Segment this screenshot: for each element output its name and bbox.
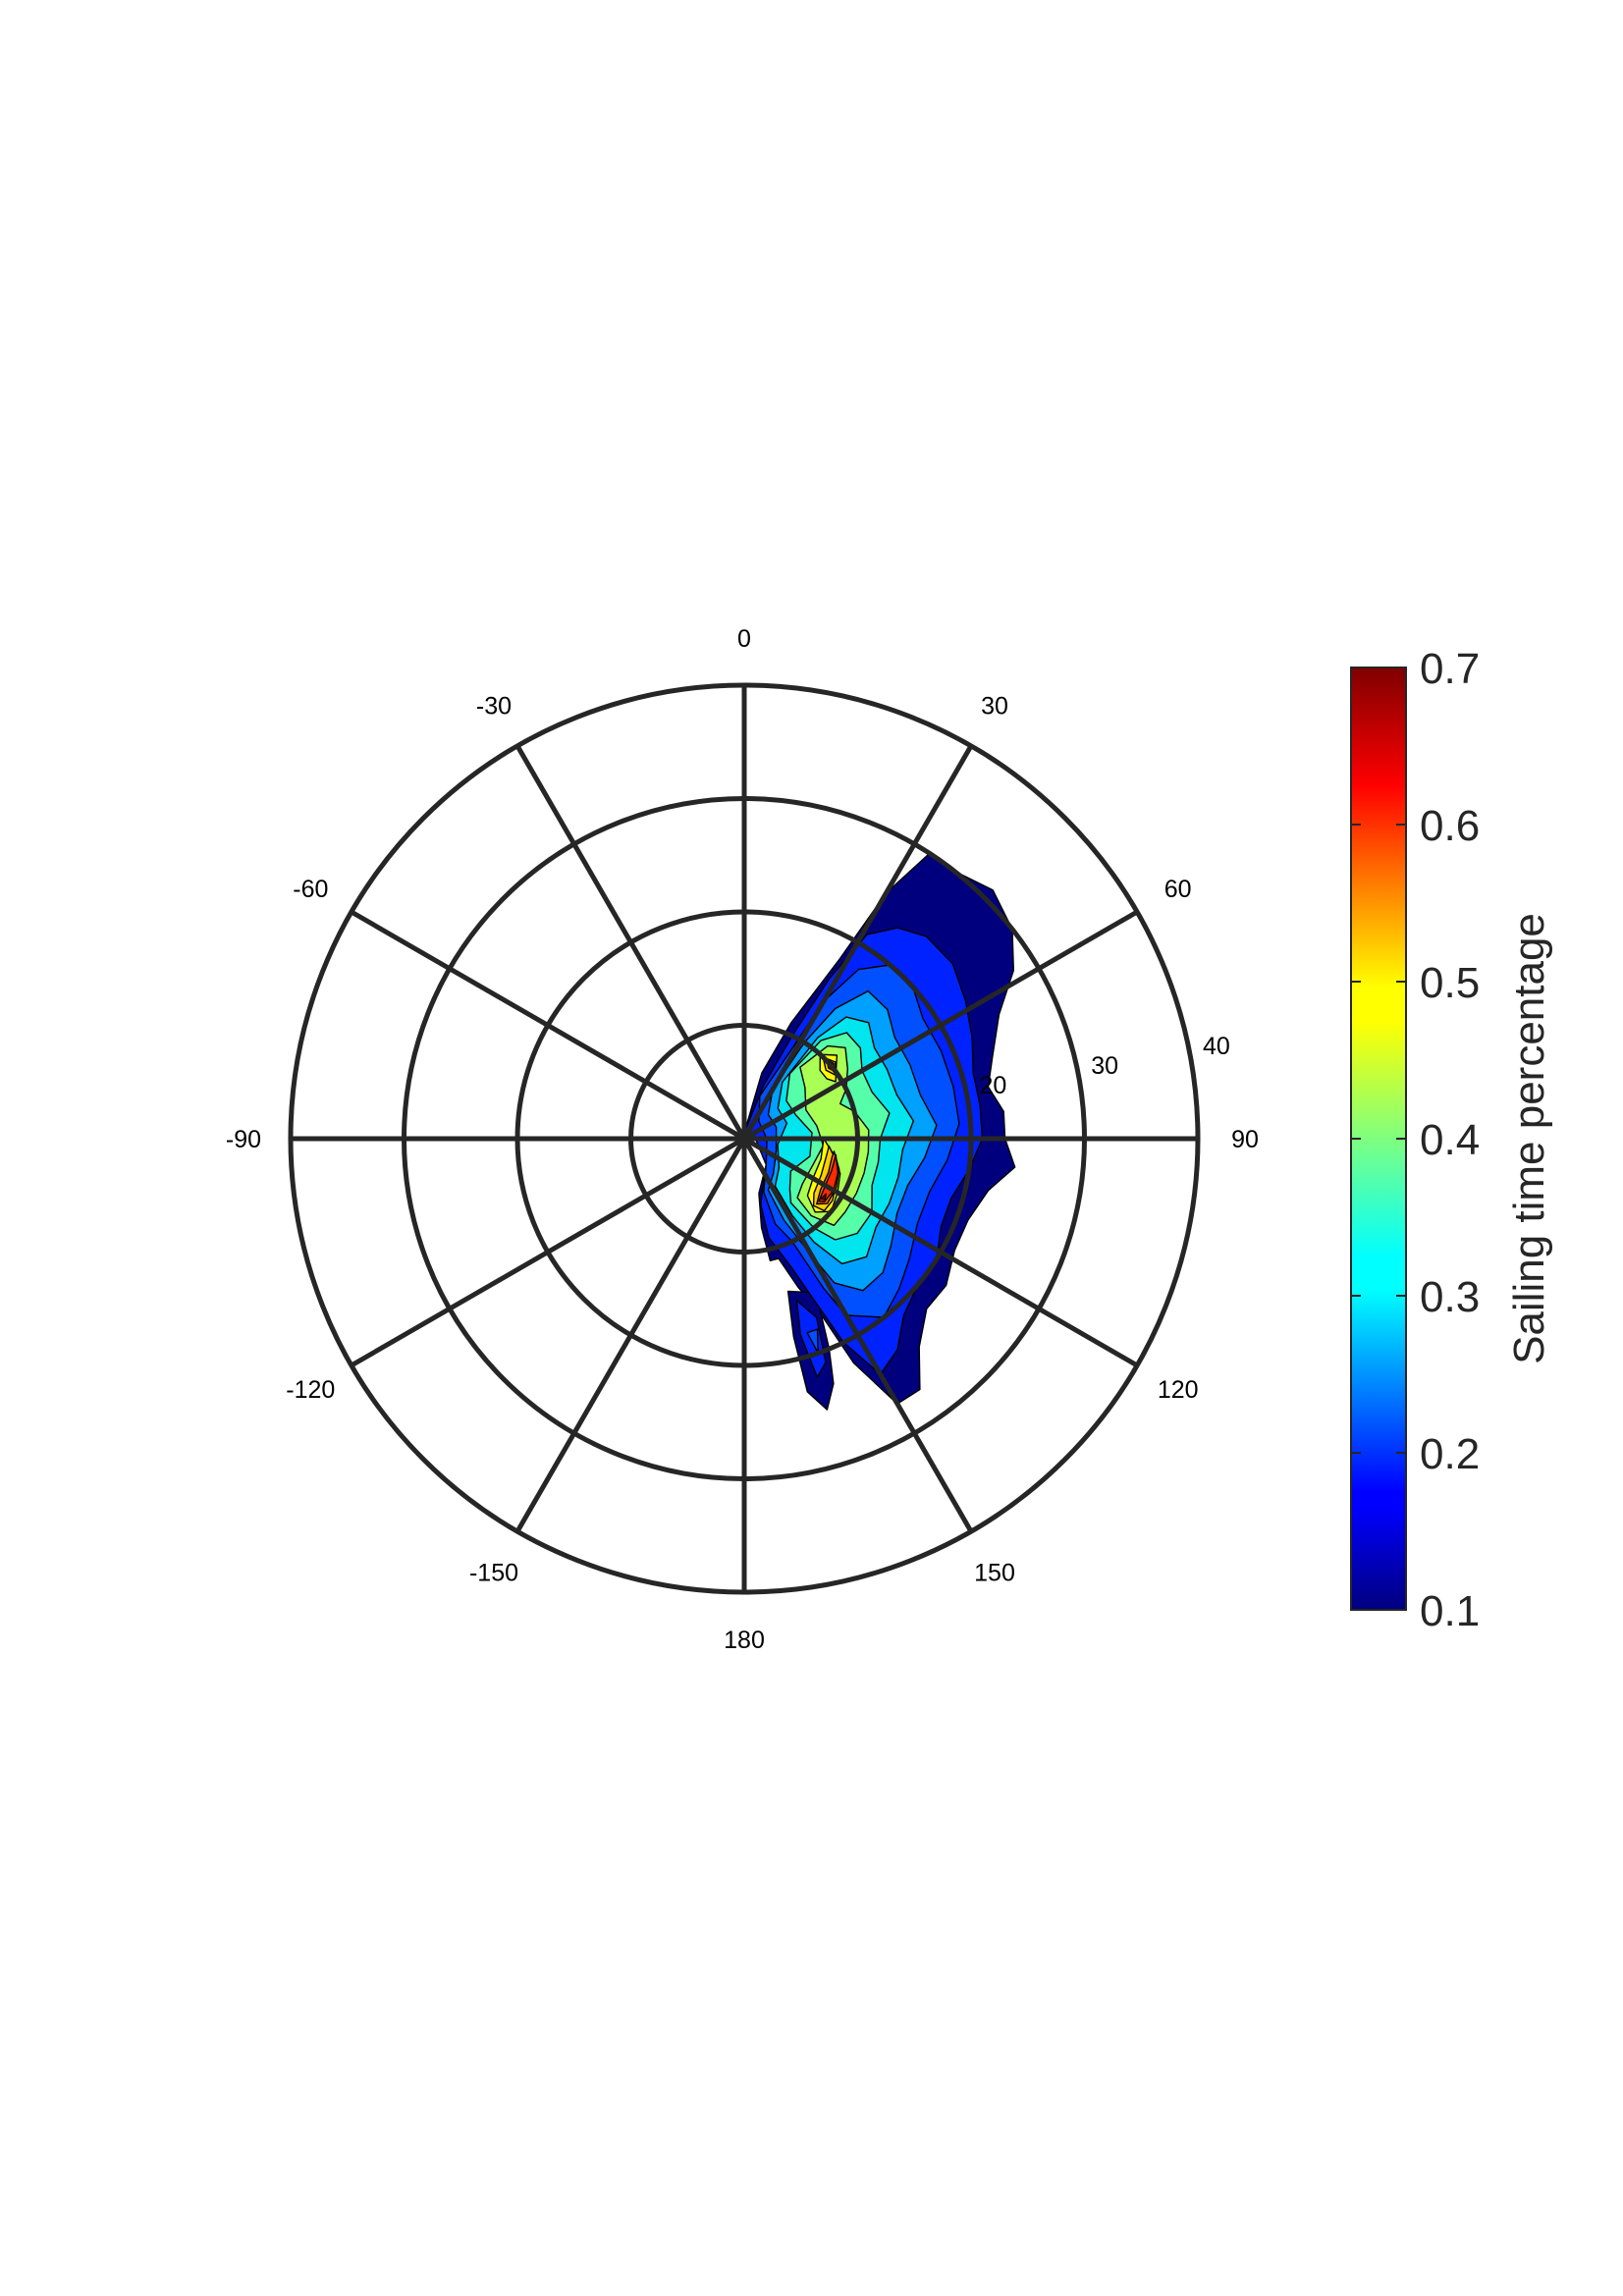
contour-fills	[743, 852, 1016, 1411]
radial-tick-label: 30	[1091, 1052, 1118, 1080]
spoke-5	[514, 744, 974, 1533]
colorbar-ticks: 0.1 0.2 0.3 0.4 0.5 0.6 0.7	[1351, 645, 1480, 1635]
contour-level-5	[806, 1328, 819, 1355]
colorbar-tick-label: 0.1	[1420, 1587, 1480, 1635]
colorbar-tick-label: 0.4	[1420, 1116, 1480, 1164]
colorbar-tick-label: 0.7	[1420, 645, 1480, 693]
angular-tick-labels: 0 30 60 90 120 150 180 -150 -120 -90 -60 -30	[226, 625, 1259, 1654]
colorbar-tick-label: 0.5	[1420, 959, 1480, 1007]
polar-grid	[288, 682, 1201, 1595]
angular-tick-label: -90	[226, 1126, 261, 1153]
radial-tick-label: 20	[979, 1072, 1006, 1099]
radial-tick-labels: 20 30 40	[979, 1033, 1229, 1099]
colorbar-label: Sailing time percentage	[1505, 913, 1553, 1364]
angular-tick-label: -120	[286, 1376, 335, 1404]
angular-tick-label: -150	[469, 1560, 518, 1587]
colorbar: 0.1 0.2 0.3 0.4 0.5 0.6 0.7 Sailing time perce…	[1350, 645, 1553, 1635]
angular-tick-label: 0	[737, 625, 751, 653]
angular-tick-label: 30	[981, 692, 1008, 720]
colorbar-tick-label: 0.6	[1420, 802, 1480, 850]
colorbar-tick-label: 0.2	[1420, 1430, 1480, 1478]
angular-tick-label: -60	[293, 876, 328, 903]
angular-tick-label: 150	[974, 1560, 1015, 1587]
angular-tick-label: 90	[1231, 1126, 1259, 1153]
angular-tick-label: 120	[1158, 1376, 1199, 1404]
angular-tick-label: 180	[724, 1627, 765, 1654]
contour-level-17	[820, 1193, 827, 1201]
angular-tick-label: 60	[1164, 876, 1192, 903]
radial-tick-label: 40	[1203, 1033, 1230, 1060]
colorbar-tick-label: 0.3	[1420, 1273, 1480, 1321]
angular-tick-label: -30	[476, 692, 512, 720]
